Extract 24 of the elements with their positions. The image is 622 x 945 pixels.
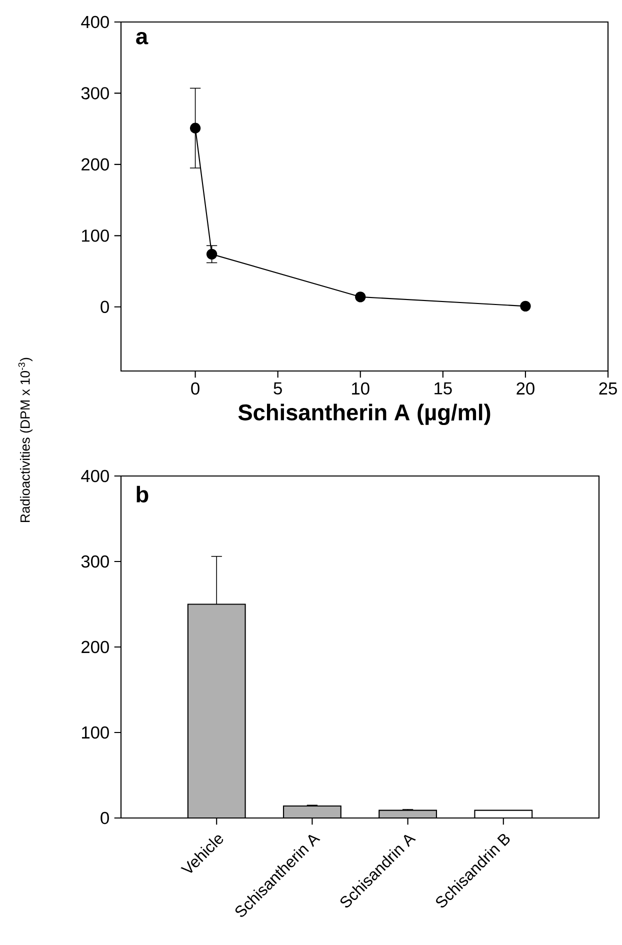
x-tick-label: 10 <box>352 382 370 395</box>
x-tick-label: 20 <box>516 382 534 395</box>
y-tick-label: 0 <box>100 300 109 314</box>
annotation: a <box>136 32 148 44</box>
annotation: b <box>136 486 148 502</box>
y-tick-label: 0 <box>100 812 109 824</box>
point <box>190 122 201 134</box>
x-axis-title: Schisantherin A (µg/ml) <box>238 404 490 426</box>
y-tick-label: 100 <box>82 230 109 242</box>
y-tick-label: 400 <box>81 470 109 482</box>
y-tick-label: 300 <box>81 555 109 568</box>
x-tick-label: 5 <box>274 382 282 394</box>
y-axis-title: Radioactivities (DPM x 10$^{-3}$) <box>18 358 32 522</box>
x-tick-label: 25 <box>599 382 617 395</box>
x-tick-label: 0 <box>191 382 200 395</box>
point <box>520 300 531 312</box>
y-tick-label: 100 <box>82 726 109 739</box>
point <box>355 292 366 302</box>
y-tick-label: 200 <box>82 640 109 654</box>
y-tick-label: 400 <box>81 16 109 28</box>
x-tick-label: 15 <box>434 382 452 394</box>
y-tick-label: 300 <box>81 87 109 100</box>
y-tick-label: 200 <box>82 158 109 171</box>
point <box>206 248 218 260</box>
